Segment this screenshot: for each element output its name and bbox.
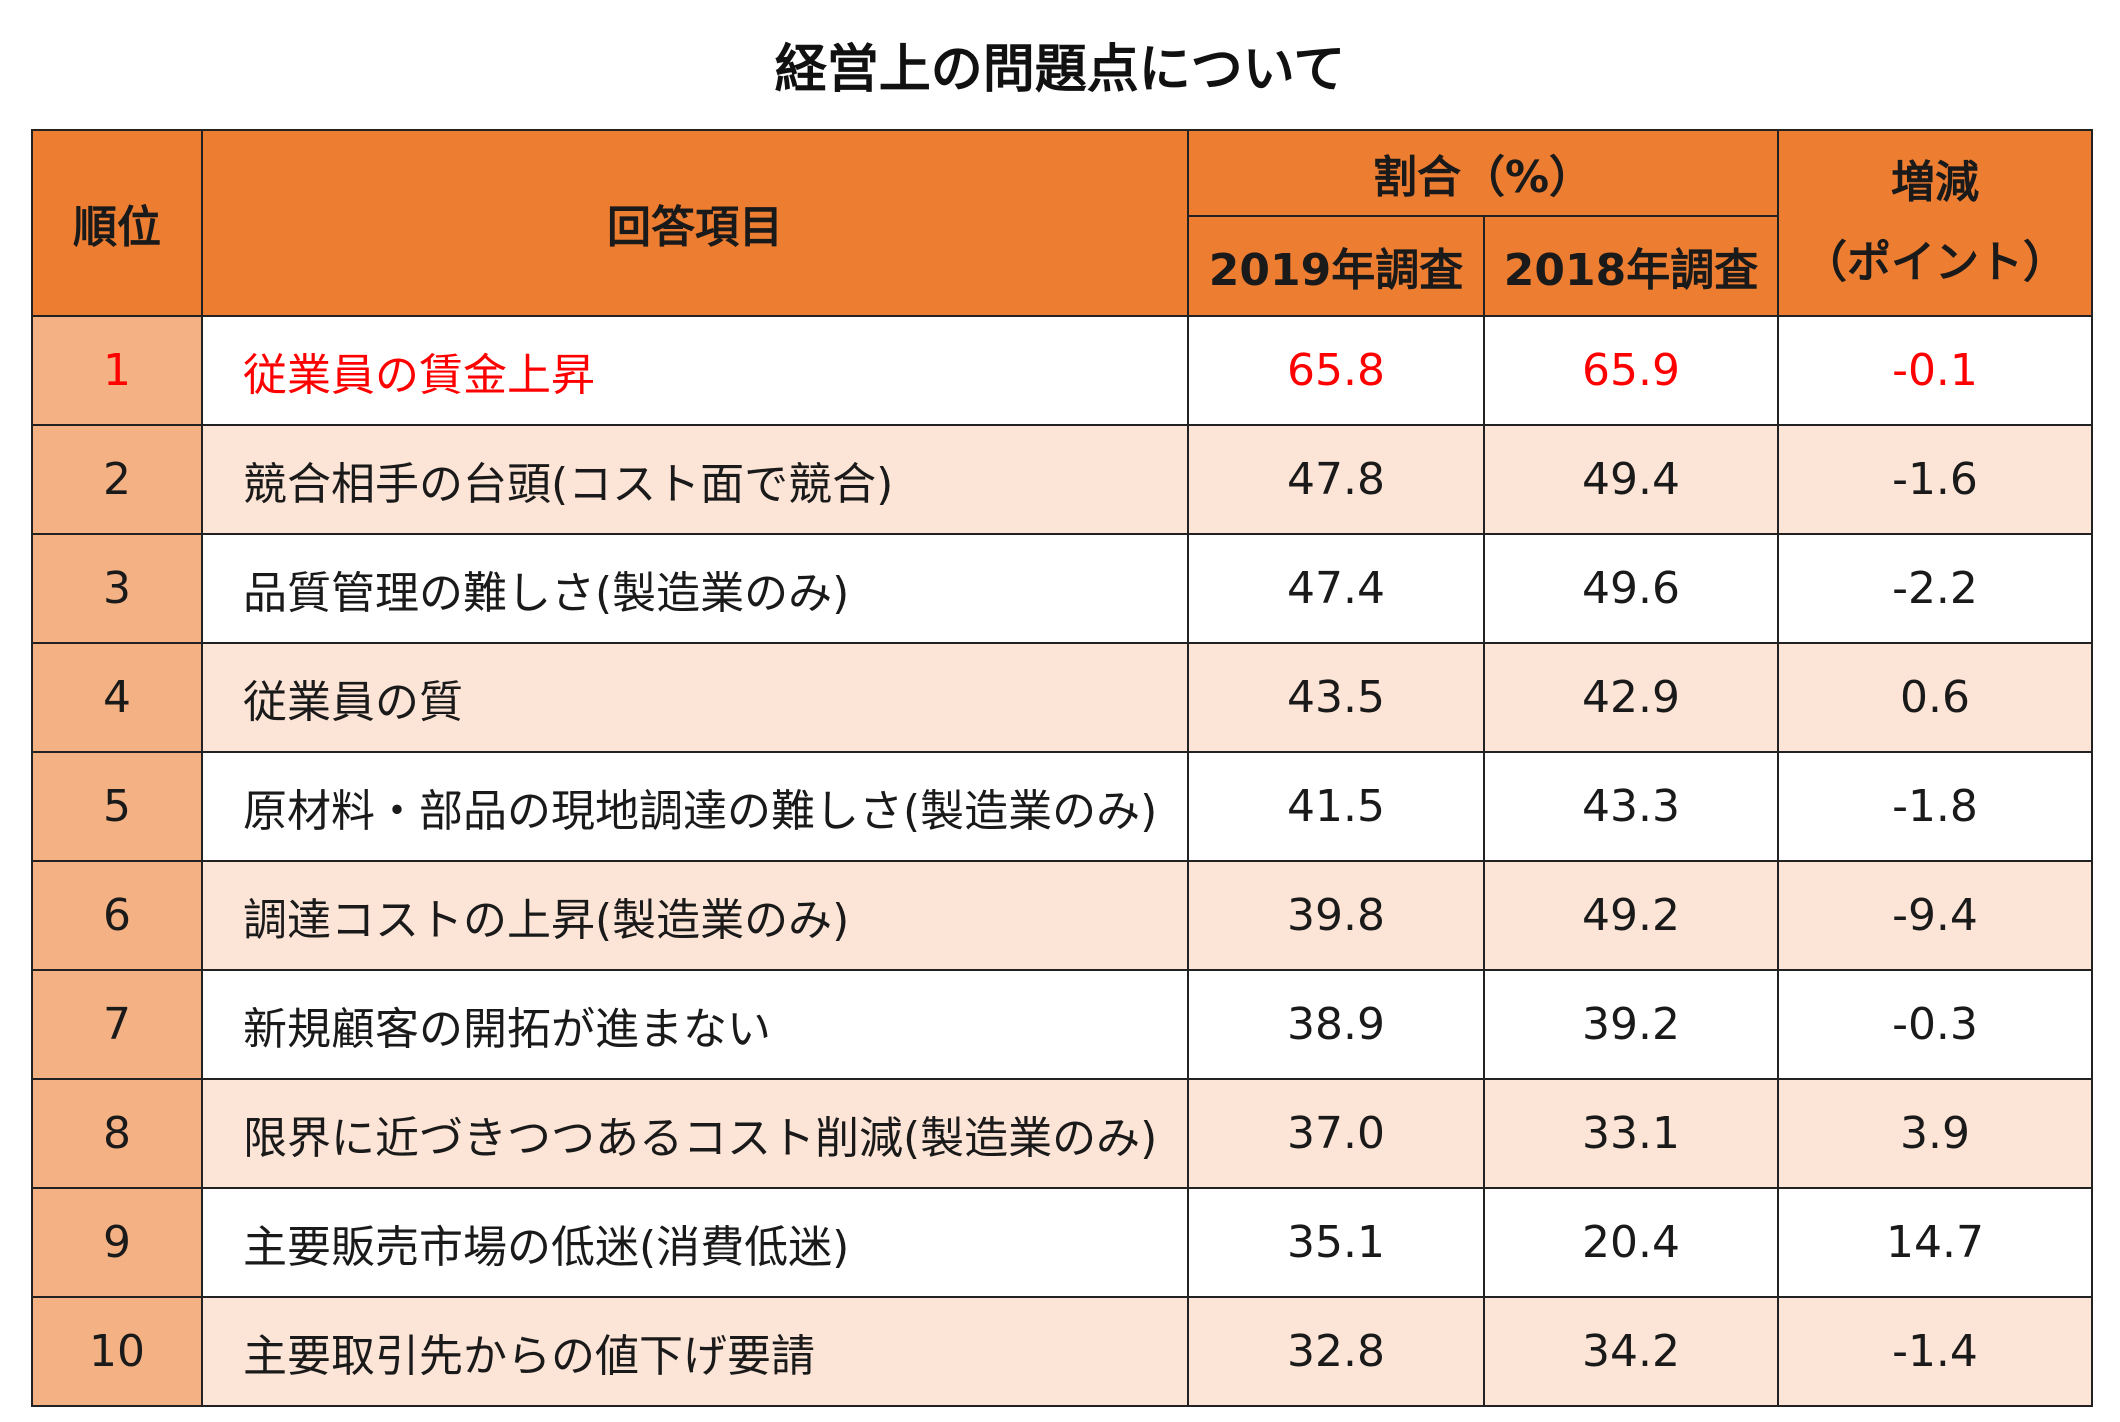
- value-2018-cell: 43.3: [1483, 751, 1779, 862]
- value-2018-cell: 49.2: [1483, 860, 1779, 971]
- header-2018: 2018年調査: [1483, 215, 1779, 317]
- value-2019-cell: 43.5: [1187, 642, 1485, 753]
- change-cell: -1.6: [1777, 424, 2093, 535]
- table-row: 10 主要取引先からの値下げ要請 32.8 34.2 -1.4: [31, 1296, 2093, 1407]
- item-cell: 品質管理の難しさ(製造業のみ): [201, 533, 1189, 644]
- table-row: 4 従業員の質 43.5 42.9 0.6: [31, 642, 2093, 753]
- change-cell: -2.2: [1777, 533, 2093, 644]
- value-2018-cell: 42.9: [1483, 642, 1779, 753]
- value-2019-cell: 41.5: [1187, 751, 1485, 862]
- rank-cell: 1: [31, 315, 203, 426]
- ranking-table: 順位 回答項目 割合（%） 増減 （ポイント） 2019年調査 2018年調査 …: [31, 129, 2093, 1407]
- header-change-line2: （ポイント）: [1803, 237, 2067, 288]
- header-ratio-group: 割合（%）: [1187, 129, 1779, 217]
- header-change: 増減 （ポイント）: [1777, 129, 2093, 317]
- item-cell: 新規顧客の開拓が進まない: [201, 969, 1189, 1080]
- header-item: 回答項目: [201, 129, 1189, 317]
- value-2019-cell: 47.4: [1187, 533, 1485, 644]
- value-2018-cell: 65.9: [1483, 315, 1779, 426]
- change-cell: 14.7: [1777, 1187, 2093, 1298]
- change-cell: -1.8: [1777, 751, 2093, 862]
- change-cell: -9.4: [1777, 860, 2093, 971]
- header-change-line1: 増減: [1891, 157, 1979, 208]
- item-cell: 原材料・部品の現地調達の難しさ(製造業のみ): [201, 751, 1189, 862]
- value-2019-cell: 38.9: [1187, 969, 1485, 1080]
- value-2019-cell: 35.1: [1187, 1187, 1485, 1298]
- rank-cell: 6: [31, 860, 203, 971]
- value-2019-cell: 37.0: [1187, 1078, 1485, 1189]
- item-cell: 競合相手の台頭(コスト面で競合): [201, 424, 1189, 535]
- change-cell: 3.9: [1777, 1078, 2093, 1189]
- rank-cell: 9: [31, 1187, 203, 1298]
- table-row: 9 主要販売市場の低迷(消費低迷) 35.1 20.4 14.7: [31, 1187, 2093, 1298]
- value-2018-cell: 39.2: [1483, 969, 1779, 1080]
- item-cell: 従業員の賃金上昇: [201, 315, 1189, 426]
- item-cell: 主要取引先からの値下げ要請: [201, 1296, 1189, 1407]
- table-row: 5 原材料・部品の現地調達の難しさ(製造業のみ) 41.5 43.3 -1.8: [31, 751, 2093, 862]
- item-cell: 主要販売市場の低迷(消費低迷): [201, 1187, 1189, 1298]
- rank-cell: 2: [31, 424, 203, 535]
- change-cell: -0.3: [1777, 969, 2093, 1080]
- rank-cell: 3: [31, 533, 203, 644]
- table-body: 1 従業員の賃金上昇 65.8 65.9 -0.1 2 競合相手の台頭(コスト面で競合) 47…: [31, 315, 2093, 1407]
- table-row: 7 新規顧客の開拓が進まない 38.9 39.2 -0.3: [31, 969, 2093, 1080]
- value-2019-cell: 39.8: [1187, 860, 1485, 971]
- rank-cell: 10: [31, 1296, 203, 1407]
- table-row: 1 従業員の賃金上昇 65.8 65.9 -0.1: [31, 315, 2093, 426]
- table-row: 3 品質管理の難しさ(製造業のみ) 47.4 49.6 -2.2: [31, 533, 2093, 644]
- item-cell: 調達コストの上昇(製造業のみ): [201, 860, 1189, 971]
- value-2019-cell: 65.8: [1187, 315, 1485, 426]
- value-2018-cell: 49.6: [1483, 533, 1779, 644]
- table-row: 6 調達コストの上昇(製造業のみ) 39.8 49.2 -9.4: [31, 860, 2093, 971]
- table-row: 2 競合相手の台頭(コスト面で競合) 47.8 49.4 -1.6: [31, 424, 2093, 535]
- header-rank: 順位: [31, 129, 203, 317]
- value-2018-cell: 34.2: [1483, 1296, 1779, 1407]
- page-title: 経営上の問題点について: [774, 40, 1346, 100]
- item-cell: 限界に近づきつつあるコスト削減(製造業のみ): [201, 1078, 1189, 1189]
- change-cell: -1.4: [1777, 1296, 2093, 1407]
- rank-cell: 7: [31, 969, 203, 1080]
- rank-cell: 8: [31, 1078, 203, 1189]
- header-2019: 2019年調査: [1187, 215, 1485, 317]
- change-cell: 0.6: [1777, 642, 2093, 753]
- item-cell: 従業員の質: [201, 642, 1189, 753]
- value-2019-cell: 47.8: [1187, 424, 1485, 535]
- value-2019-cell: 32.8: [1187, 1296, 1485, 1407]
- value-2018-cell: 49.4: [1483, 424, 1779, 535]
- table-row: 8 限界に近づきつつあるコスト削減(製造業のみ) 37.0 33.1 3.9: [31, 1078, 2093, 1189]
- value-2018-cell: 33.1: [1483, 1078, 1779, 1189]
- rank-cell: 4: [31, 642, 203, 753]
- change-cell: -0.1: [1777, 315, 2093, 426]
- rank-cell: 5: [31, 751, 203, 862]
- value-2018-cell: 20.4: [1483, 1187, 1779, 1298]
